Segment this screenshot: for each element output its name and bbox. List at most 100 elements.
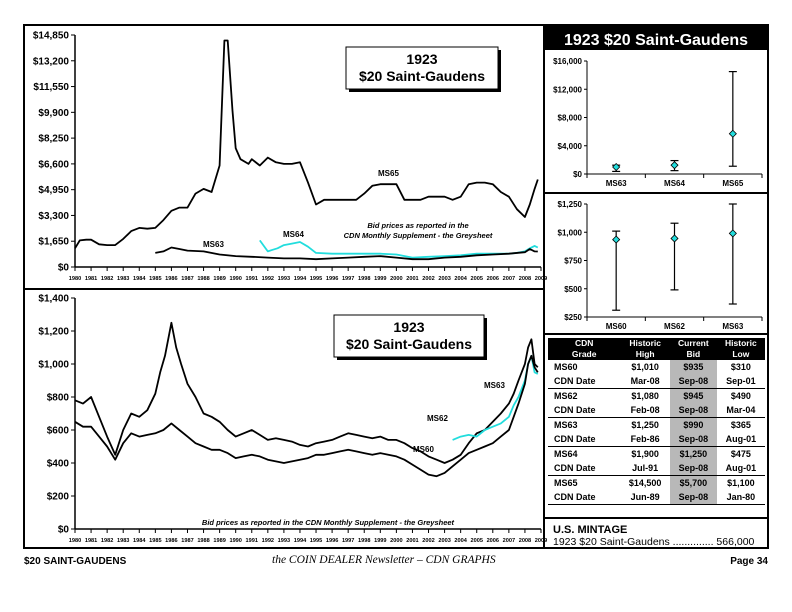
y-tick-label: $4,000 bbox=[558, 142, 583, 151]
x-tick-label: 2009 bbox=[535, 538, 547, 544]
x-tick-label: 1997 bbox=[342, 276, 354, 282]
th-bid: Current Bid bbox=[669, 338, 717, 360]
top-line-chart: $0 $1,650 $3,300 $4,950 $6,600 $8,250 $9,900 $1… bbox=[33, 31, 547, 283]
y-tick-label: $200 bbox=[47, 492, 70, 503]
y-tick-label: $16,000 bbox=[553, 57, 582, 66]
mintage-block: U.S. MINTAGE 1923 $20 Saint-Gaudens ....… bbox=[553, 524, 763, 548]
cell-high: $14,500 bbox=[628, 477, 662, 488]
cell-high: $1,010 bbox=[631, 361, 659, 372]
cell-low: $490 bbox=[730, 390, 751, 401]
category-label: MS65 bbox=[722, 179, 743, 188]
y-tick-label: $9,900 bbox=[38, 108, 69, 119]
x-tick-label: 1991 bbox=[246, 276, 258, 282]
y-tick-label: $14,850 bbox=[33, 31, 70, 42]
cell-high_date: Feb-86 bbox=[620, 432, 670, 447]
footer-center: the COIN DEALER Newsletter – CDN GRAPHS bbox=[272, 554, 496, 566]
y-tick-label: $400 bbox=[47, 459, 70, 470]
x-tick-label: 2008 bbox=[519, 538, 531, 544]
series-line-ms60 bbox=[74, 354, 539, 478]
x-tick-label: 2005 bbox=[470, 538, 482, 544]
cell-date_label: CDN Date bbox=[548, 461, 621, 476]
title-box bbox=[333, 314, 485, 358]
cell-low: $365 bbox=[730, 419, 751, 430]
x-tick-label: 1982 bbox=[101, 276, 113, 282]
cell-date_label: CDN Date bbox=[548, 490, 621, 505]
cell-bid_date: Sep-08 bbox=[669, 461, 717, 476]
cell-low_date: Sep-01 bbox=[716, 374, 765, 389]
cell-high_date: Feb-08 bbox=[620, 403, 670, 418]
y-tick-label: $600 bbox=[47, 426, 70, 437]
y-tick-label: $250 bbox=[564, 313, 582, 322]
current-bid-marker bbox=[728, 229, 737, 238]
x-tick-label: 1984 bbox=[133, 276, 146, 282]
series-label: MS64 bbox=[283, 230, 304, 239]
series-line-ms62 bbox=[452, 354, 539, 441]
x-tick-label: 1980 bbox=[69, 538, 81, 544]
category-label: MS64 bbox=[664, 179, 685, 188]
cell-bid_date: Sep-08 bbox=[669, 403, 717, 418]
current-bid-marker bbox=[670, 161, 679, 170]
x-tick-label: 1982 bbox=[101, 538, 113, 544]
x-tick-label: 1995 bbox=[310, 538, 322, 544]
table-row-date: CDN Date Mar-08 Sep-08 Sep-01 bbox=[548, 374, 765, 389]
x-tick-label: 1983 bbox=[117, 276, 129, 282]
x-tick-label: 1996 bbox=[326, 276, 338, 282]
y-tick-label: $1,400 bbox=[38, 294, 69, 305]
y-tick-label: $1,250 bbox=[558, 200, 583, 209]
chart-title: 1923 bbox=[393, 319, 424, 335]
y-tick-label: $12,000 bbox=[553, 85, 582, 94]
series-line-ms65 bbox=[74, 39, 539, 249]
cell-date_label: CDN Date bbox=[548, 403, 621, 418]
x-tick-label: 1981 bbox=[85, 538, 97, 544]
cell-low_date: Mar-04 bbox=[716, 403, 765, 418]
cell-high: $1,900 bbox=[631, 448, 659, 459]
series-label: MS62 bbox=[427, 414, 448, 423]
x-tick-label: 1984 bbox=[133, 538, 146, 544]
chart-title: $20 Saint-Gaudens bbox=[359, 68, 485, 84]
y-tick-label: $0 bbox=[573, 170, 582, 179]
cell-bid_date: Sep-08 bbox=[669, 374, 717, 389]
x-tick-label: 1993 bbox=[278, 276, 290, 282]
x-tick-label: 1987 bbox=[181, 538, 193, 544]
x-tick-label: 1994 bbox=[294, 538, 307, 544]
x-tick-label: 1994 bbox=[294, 276, 307, 282]
table-row: MS62 $1,080 $945 $490 bbox=[548, 388, 765, 403]
y-tick-label: $6,600 bbox=[38, 159, 69, 170]
x-tick-label: 1989 bbox=[213, 276, 225, 282]
annotation: Bid prices as reported in the bbox=[367, 221, 468, 230]
cell-bid: $945 bbox=[669, 388, 717, 403]
y-tick-label: $13,200 bbox=[33, 56, 70, 67]
x-tick-label: 2008 bbox=[519, 276, 531, 282]
chart-title: $20 Saint-Gaudens bbox=[346, 336, 472, 352]
annotation: CDN Monthly Supplement - the Greysheet bbox=[344, 231, 493, 240]
table-row: MS65 $14,500 $5,700 $1,100 bbox=[548, 475, 765, 490]
cell-bid: $1,250 bbox=[669, 446, 717, 461]
x-tick-label: 1992 bbox=[262, 276, 274, 282]
x-tick-label: 1985 bbox=[149, 276, 161, 282]
y-tick-label: $8,000 bbox=[558, 114, 583, 123]
cell-bid: $990 bbox=[669, 417, 717, 432]
y-tick-label: $11,550 bbox=[33, 82, 69, 93]
y-tick-label: $1,200 bbox=[38, 327, 69, 338]
cell-high_date: Mar-08 bbox=[620, 374, 670, 389]
x-tick-label: 1988 bbox=[197, 276, 209, 282]
x-tick-label: 1983 bbox=[117, 538, 129, 544]
price-table: CDN Grade Historic High Current Bid Histori… bbox=[548, 338, 765, 505]
y-tick-label: $4,950 bbox=[38, 185, 69, 196]
x-tick-label: 2001 bbox=[406, 538, 418, 544]
current-bid-marker bbox=[670, 234, 679, 243]
category-label: MS63 bbox=[722, 322, 743, 331]
x-tick-label: 1986 bbox=[165, 276, 177, 282]
outer-frame bbox=[23, 24, 769, 549]
range-chart-ms63-65: $0 $4,000 $8,000 $12,000 $16,000 MS63 MS64 MS65 bbox=[553, 57, 763, 188]
range-chart-ms60-63: $250 $500 $750 $1,000 $1,250 MS60 MS62 MS63 bbox=[558, 200, 763, 331]
x-tick-label: 2003 bbox=[438, 538, 450, 544]
x-tick-label: 1990 bbox=[229, 276, 241, 282]
y-tick-label: $500 bbox=[564, 285, 582, 294]
chart-title: 1923 bbox=[406, 51, 437, 67]
cell-low_date: Aug-01 bbox=[716, 432, 765, 447]
x-tick-label: 1991 bbox=[246, 538, 258, 544]
y-tick-label: $0 bbox=[58, 263, 70, 274]
category-label: MS60 bbox=[606, 322, 627, 331]
mintage-line: 1923 $20 Saint-Gaudens .............. 56… bbox=[553, 536, 755, 548]
